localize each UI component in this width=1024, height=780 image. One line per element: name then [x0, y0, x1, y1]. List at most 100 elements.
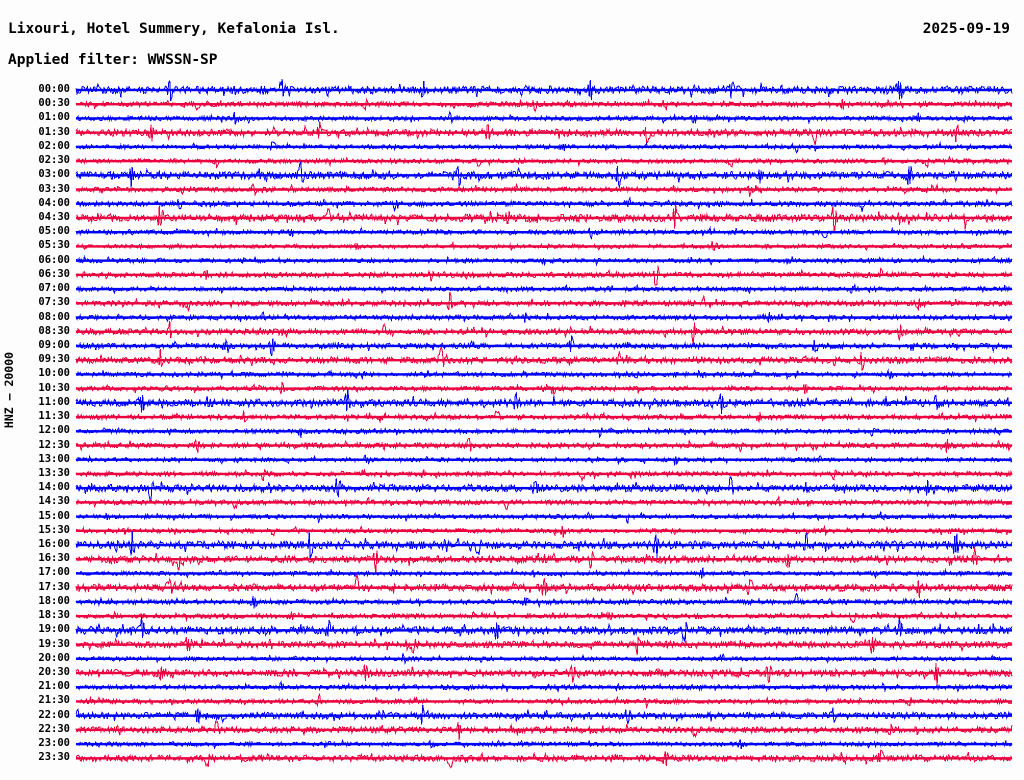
time-label-row: 00:00 — [18, 84, 70, 96]
trace-baseline — [76, 373, 1012, 376]
time-label-row: 07:30 — [18, 297, 70, 309]
trace-baseline — [76, 742, 1012, 746]
trace-baseline — [76, 287, 1012, 291]
trace-baseline — [76, 131, 1012, 134]
trace-line — [75, 720, 1013, 741]
time-tick-label: 04:00 — [38, 196, 70, 209]
time-tick-label: 03:00 — [38, 168, 70, 181]
time-label-row: 07:00 — [18, 283, 70, 295]
trace-baseline — [76, 600, 1012, 604]
time-tick-label: 10:30 — [38, 381, 70, 394]
time-label-row: 15:00 — [18, 509, 70, 523]
trace-baseline — [76, 159, 1012, 163]
trace-line — [75, 321, 1013, 346]
trace-baseline — [76, 202, 1012, 205]
trace-baseline — [76, 259, 1012, 262]
trace-baseline — [76, 415, 1012, 419]
time-tick-label: 13:30 — [38, 466, 70, 479]
applied-filter-label: Applied filter: WWSSN-SP — [8, 52, 218, 68]
time-label-row: 15:30 — [18, 525, 70, 537]
time-tick-label: 21:30 — [38, 694, 70, 707]
time-tick-label: 07:00 — [38, 282, 70, 295]
time-label-row: 00:30 — [18, 98, 70, 110]
time-label-row: 22:00 — [18, 708, 70, 722]
time-label-row: 13:00 — [18, 452, 70, 466]
time-tick-label: 20:30 — [38, 666, 70, 679]
time-tick-label: 12:30 — [38, 438, 70, 451]
time-label-row: 11:30 — [18, 411, 70, 423]
time-tick-label: 23:00 — [38, 737, 70, 750]
time-tick-label: 22:00 — [38, 708, 70, 721]
trace-baseline — [76, 671, 1012, 675]
time-tick-label: 17:30 — [38, 580, 70, 593]
time-label-row: 06:30 — [18, 269, 70, 281]
time-label-row: 14:30 — [18, 496, 70, 508]
time-tick-label: 07:30 — [38, 296, 70, 309]
time-label-row: 23:30 — [18, 752, 70, 764]
trace-baseline — [76, 515, 1012, 518]
trace-baseline — [76, 430, 1012, 433]
time-tick-label: 10:00 — [38, 367, 70, 380]
trace-baseline — [76, 344, 1012, 348]
time-label-row: 01:30 — [18, 125, 70, 139]
time-label-row: 02:00 — [18, 141, 70, 153]
time-tick-label: 05:00 — [38, 225, 70, 238]
time-tick-label: 12:00 — [38, 424, 70, 437]
time-tick-label: 11:00 — [38, 395, 70, 408]
trace-baseline — [76, 586, 1012, 589]
time-tick-label: 16:30 — [38, 552, 70, 565]
time-label-row: 04:30 — [18, 212, 70, 224]
time-tick-label: 00:00 — [38, 83, 70, 95]
time-tick-label: 01:30 — [38, 125, 70, 138]
trace-baseline — [76, 714, 1012, 717]
trace-baseline — [76, 458, 1012, 461]
trace-canvas — [75, 78, 1013, 769]
time-tick-label: 23:30 — [38, 751, 70, 764]
trace-baseline — [76, 757, 1012, 760]
time-tick-label: 22:30 — [38, 722, 70, 735]
trace-baseline — [76, 316, 1012, 319]
trace-baseline — [76, 529, 1012, 533]
time-tick-label: 14:30 — [38, 495, 70, 508]
trace-line — [75, 635, 1013, 656]
time-label-row: 17:30 — [18, 580, 70, 594]
trace-baseline — [76, 643, 1012, 646]
time-tick-label: 02:30 — [38, 154, 70, 167]
time-label-row: 03:00 — [18, 169, 70, 181]
time-label-row: 12:30 — [18, 438, 70, 452]
time-tick-label: 13:00 — [38, 452, 70, 465]
time-label-row: 16:00 — [18, 539, 70, 551]
time-tick-label: 05:30 — [38, 239, 70, 252]
time-label-row: 21:00 — [18, 681, 70, 693]
time-label-row: 17:00 — [18, 567, 70, 579]
time-tick-label: 18:00 — [38, 594, 70, 607]
time-label-row: 08:30 — [18, 324, 70, 338]
time-tick-label: 18:30 — [38, 609, 70, 622]
time-tick-label: 15:00 — [38, 509, 70, 522]
trace-baseline — [76, 231, 1012, 234]
trace-baseline — [76, 387, 1012, 390]
time-tick-label: 02:00 — [38, 139, 70, 152]
trace-baseline — [76, 302, 1012, 305]
page-title: Lixouri, Hotel Summery, Kefalonia Isl. — [8, 21, 340, 37]
time-tick-label: 21:00 — [38, 680, 70, 693]
time-tick-label: 01:00 — [38, 111, 70, 124]
trace-baseline — [76, 614, 1012, 618]
trace-baseline — [76, 572, 1012, 575]
time-tick-label: 14:00 — [38, 481, 70, 494]
trace-baseline — [76, 543, 1012, 547]
trace-baseline — [76, 444, 1012, 447]
record-date: 2025-09-19 — [922, 21, 1010, 37]
time-label-row: 06:00 — [18, 253, 70, 267]
trace-baseline — [76, 188, 1012, 191]
time-label-row: 19:30 — [18, 638, 70, 651]
time-tick-label: 15:30 — [38, 523, 70, 536]
trace-baseline — [76, 686, 1012, 689]
time-tick-label: 08:30 — [38, 324, 70, 337]
time-label-row: 13:30 — [18, 468, 70, 480]
time-tick-label: 06:00 — [38, 253, 70, 266]
time-label-row: 10:00 — [18, 368, 70, 380]
trace-baseline — [76, 245, 1012, 248]
time-label-row: 10:30 — [18, 381, 70, 395]
